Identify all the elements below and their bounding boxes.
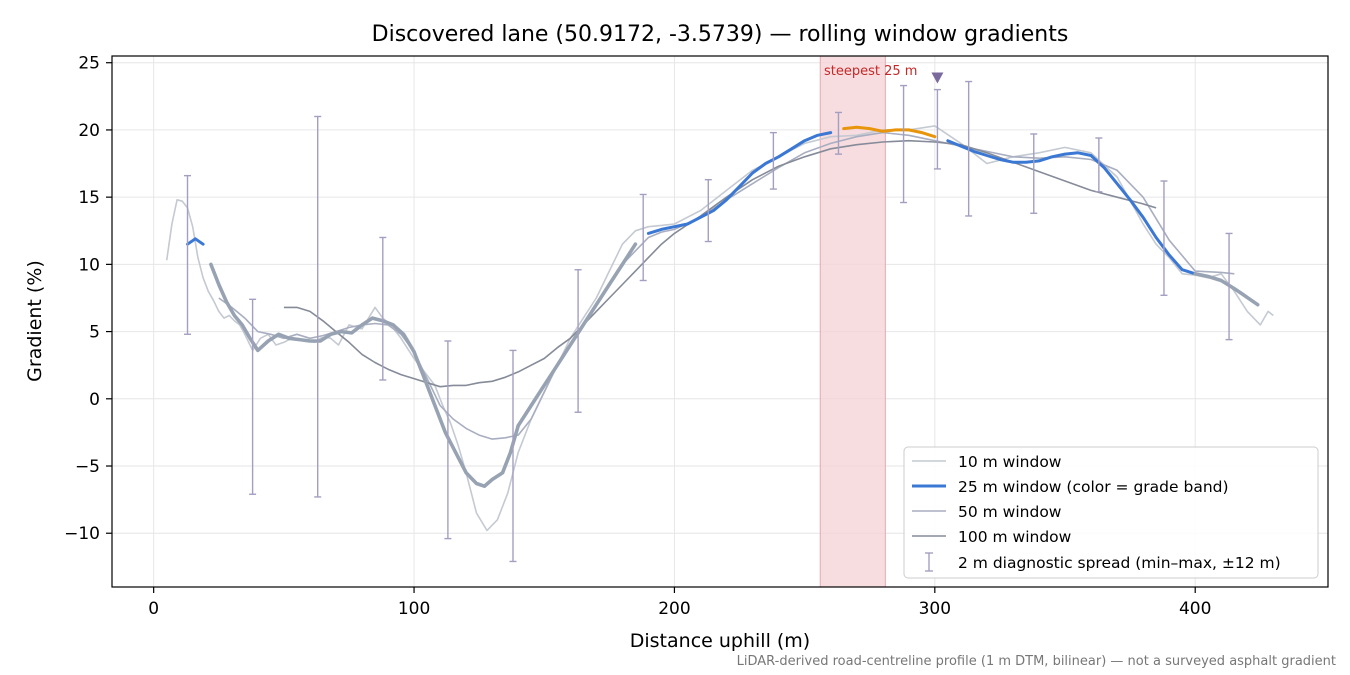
y-axis-label: Gradient (%) xyxy=(24,260,46,382)
error-bar xyxy=(639,193,647,282)
error-bar xyxy=(1030,133,1038,214)
error-bar xyxy=(1225,232,1233,341)
series-line-10m xyxy=(165,125,1274,532)
y-axis-ticks: −10 −5 0 5 10 15 20 25 xyxy=(64,54,112,544)
legend-label-50m: 50 m window xyxy=(958,503,1062,521)
x-tick-label: 400 xyxy=(1179,599,1211,619)
series-line-25m-segment xyxy=(1193,271,1260,307)
steepest-marker-layer xyxy=(931,72,944,84)
series-line-50m xyxy=(218,131,1235,440)
series-line-25m-segment xyxy=(209,262,521,489)
y-tick-label: 25 xyxy=(78,54,100,74)
legend-label-25m: 25 m window (color = grade band) xyxy=(958,478,1229,496)
chart-title: Discovered lane (50.9172, -3.5739) — rol… xyxy=(372,22,1069,47)
error-bar xyxy=(933,88,941,170)
legend-label-errorbar: 2 m diagnostic spread (min–max, ±12 m) xyxy=(958,554,1281,572)
error-bar xyxy=(509,349,517,563)
legend-box xyxy=(903,446,1319,579)
error-bar xyxy=(1160,180,1168,296)
series-line-25m-segment xyxy=(516,242,638,428)
highlight-label: steepest 25 m xyxy=(824,64,917,79)
legend-label-100m: 100 m window xyxy=(958,528,1072,546)
error-bar xyxy=(769,131,777,190)
error-bar xyxy=(444,340,452,540)
legend-swatch-errorbar xyxy=(925,552,933,572)
error-bar xyxy=(965,80,973,217)
y-tick-label: −10 xyxy=(64,524,100,544)
error-bar xyxy=(249,298,257,495)
error-bar xyxy=(184,174,192,335)
y-tick-label: 20 xyxy=(78,121,100,141)
error-bar xyxy=(704,178,712,243)
series-line-25m-segment xyxy=(186,237,205,246)
grid-lines xyxy=(112,56,1328,587)
y-tick-label: 10 xyxy=(78,255,100,275)
y-tick-label: 15 xyxy=(78,188,100,208)
series-line-25m-segment xyxy=(646,131,833,235)
footnote: LiDAR-derived road-centreline profile (1… xyxy=(737,654,1336,669)
steepest-band-rect xyxy=(819,55,886,588)
error-bar xyxy=(379,236,387,381)
x-tick-label: 300 xyxy=(919,599,951,619)
x-tick-label: 200 xyxy=(658,599,690,619)
x-axis-label: Distance uphill (m) xyxy=(630,630,810,652)
plot-frame xyxy=(111,55,1329,588)
x-axis-ticks: 0 100 200 300 400 xyxy=(148,587,1211,619)
error-bar xyxy=(900,84,908,204)
steepest-band xyxy=(819,55,886,588)
y-tick-label: −5 xyxy=(75,457,100,477)
legend: 10 m window 25 m window (color = grade b… xyxy=(903,446,1319,579)
steepest-marker xyxy=(931,72,944,84)
error-bar xyxy=(1095,137,1103,193)
y-tick-label: 5 xyxy=(89,323,100,343)
x-tick-label: 100 xyxy=(398,599,430,619)
series-line-25m-segment xyxy=(946,139,1197,276)
y-tick-label: 0 xyxy=(89,390,100,410)
error-bars xyxy=(184,80,1233,563)
error-bar xyxy=(574,269,582,413)
error-bar xyxy=(314,115,322,498)
error-bar xyxy=(834,111,842,155)
series-line-25m-segment xyxy=(842,125,937,139)
x-tick-label: 0 xyxy=(148,599,159,619)
legend-label-10m: 10 m window xyxy=(958,453,1062,471)
